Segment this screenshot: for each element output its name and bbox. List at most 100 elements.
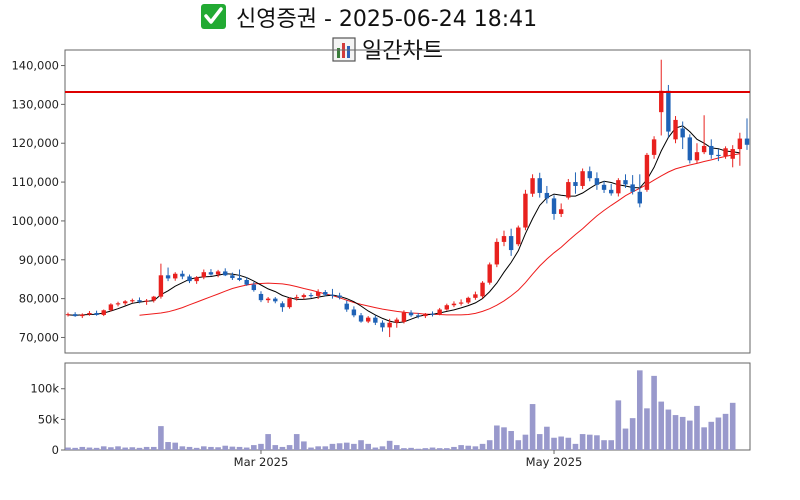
candle-body — [587, 171, 592, 179]
volume-bar — [115, 446, 121, 450]
candle — [194, 276, 199, 284]
volume-bar — [122, 447, 128, 450]
candle-body — [108, 304, 114, 311]
volume-bar — [315, 446, 321, 450]
candle-body — [87, 312, 92, 315]
candle — [330, 288, 335, 299]
candle — [72, 312, 78, 317]
candle-body — [151, 296, 156, 301]
candle-body — [651, 139, 657, 155]
volume-bar — [236, 446, 243, 450]
candle — [215, 269, 221, 278]
candle-body — [194, 277, 199, 282]
volume-bar — [351, 443, 357, 450]
candle-body — [237, 278, 242, 280]
volume-bar — [687, 420, 693, 450]
candle-body — [65, 314, 71, 316]
volume-bar — [729, 402, 736, 450]
candle — [744, 118, 750, 150]
price-tick-label: 70,000 — [19, 330, 59, 344]
volume-bar — [608, 440, 614, 450]
candle-body — [494, 241, 500, 265]
candle — [723, 146, 728, 159]
candle-body — [158, 275, 164, 297]
candle — [308, 292, 314, 298]
candle-body — [594, 178, 600, 185]
volume-bar — [208, 446, 214, 450]
candle-body — [544, 192, 550, 199]
candle-body — [208, 272, 214, 275]
volume-bar — [636, 370, 643, 450]
candle — [358, 312, 364, 323]
candle — [130, 298, 135, 303]
candle — [158, 263, 164, 299]
candle — [680, 121, 685, 150]
ma-short-line — [67, 125, 740, 324]
volume-bar — [251, 445, 257, 450]
candle-body — [251, 284, 257, 291]
volume-bar — [715, 417, 722, 450]
title-group: 신영증권 - 2025-06-24 18:41 — [201, 4, 537, 32]
volume-bar — [708, 421, 715, 450]
candle — [380, 320, 385, 332]
volume-bar — [629, 418, 636, 450]
volume-bar — [343, 442, 350, 450]
candle — [122, 300, 128, 306]
candle — [351, 306, 357, 318]
candle-body — [558, 209, 564, 214]
candle-body — [330, 294, 335, 296]
candle — [108, 303, 114, 312]
candle — [323, 290, 328, 297]
candle-body — [737, 138, 743, 150]
volume-bar — [579, 434, 586, 450]
candle — [80, 313, 85, 319]
candle-body — [358, 315, 364, 322]
candle — [273, 297, 278, 304]
chart-subtitle: 일간차트 — [362, 39, 443, 64]
volume-bar — [436, 448, 443, 450]
candle-body — [122, 301, 128, 304]
candle-body — [351, 309, 357, 316]
candle — [115, 301, 121, 307]
date-tick-label: Mar 2025 — [234, 455, 289, 469]
candle-body — [387, 322, 392, 328]
candle — [523, 189, 528, 231]
candle — [244, 277, 249, 286]
candle-body — [258, 293, 264, 301]
volume-bar — [472, 446, 479, 450]
volume-bar — [422, 448, 429, 450]
volume-bar — [615, 400, 622, 450]
candle-body — [466, 297, 471, 303]
candle — [416, 312, 421, 319]
candle-body — [566, 182, 571, 198]
candle-body — [137, 300, 142, 302]
candle — [430, 311, 435, 317]
candle — [544, 185, 550, 204]
price-tick-label: 90,000 — [19, 253, 59, 267]
candle — [458, 299, 464, 306]
volume-bar — [465, 445, 472, 450]
candle-body — [573, 182, 578, 186]
candle — [530, 174, 535, 197]
volume-bar — [508, 431, 514, 450]
candle — [451, 301, 457, 308]
candle-body — [680, 128, 685, 138]
candle — [516, 225, 521, 247]
candle — [494, 238, 500, 268]
candle-body — [516, 227, 521, 245]
price-tick-label: 140,000 — [11, 59, 59, 73]
volume-bar — [665, 409, 672, 450]
candle — [301, 293, 307, 300]
candle — [165, 267, 171, 282]
volume-bar — [694, 405, 700, 450]
volume-bar — [143, 446, 150, 450]
candle-body — [308, 295, 314, 297]
candle — [701, 115, 707, 155]
candle — [501, 230, 507, 247]
volume-panel: 0 50k 100k Mar 2025 May 2025 — [30, 362, 751, 469]
volume-bar — [479, 443, 486, 450]
candle-body — [365, 317, 371, 322]
volume-bar — [301, 441, 307, 450]
candle — [659, 59, 664, 136]
